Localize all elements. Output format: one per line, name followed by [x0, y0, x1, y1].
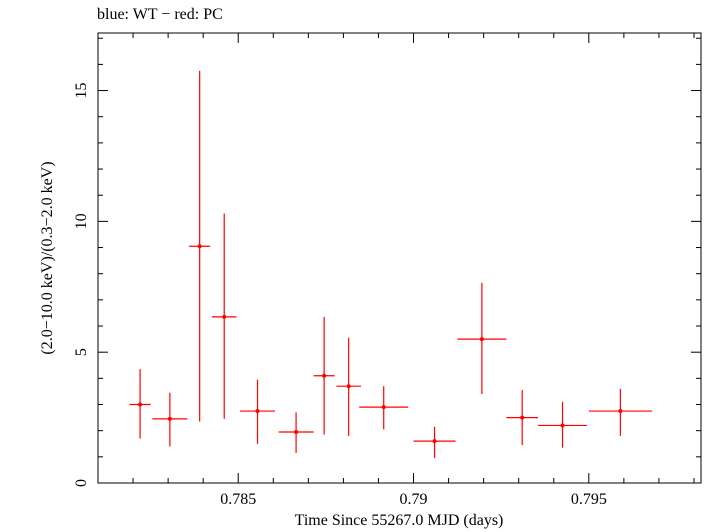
x-tick-label: 0.785 [220, 491, 256, 508]
data-marker [255, 409, 260, 414]
y-axis-label: (2.0−10.0 keV)/(0.3−2.0 keV) [39, 161, 56, 354]
y-tick-label: 10 [73, 213, 90, 229]
x-axis-label: Time Since 55267.0 MJD (days) [295, 512, 504, 529]
data-points [129, 70, 652, 459]
data-point [336, 337, 361, 436]
data-point [413, 426, 456, 459]
axis-ticks [98, 33, 701, 484]
data-marker [197, 244, 202, 249]
y-tick-label: 5 [73, 348, 90, 356]
data-point [359, 386, 409, 430]
data-marker [346, 384, 351, 389]
data-point [211, 213, 237, 419]
x-tick-label: 0.79 [400, 491, 428, 508]
y-tick-label: 15 [73, 83, 90, 99]
data-point [189, 70, 211, 422]
data-marker [432, 439, 437, 444]
data-marker [618, 409, 623, 414]
data-marker [520, 415, 525, 420]
data-marker [294, 429, 299, 434]
data-marker [167, 416, 172, 421]
y-tick-label: 0 [73, 479, 90, 487]
data-marker [479, 337, 484, 342]
data-point [152, 392, 188, 447]
data-marker [560, 423, 565, 428]
data-marker [138, 402, 143, 407]
data-point [537, 401, 588, 448]
chart-title: blue: WT − red: PC [97, 6, 223, 23]
data-marker [322, 373, 327, 378]
axis-tick-labels: 0.785 0.79 0.795 0 5 10 15 [73, 83, 607, 508]
data-point [457, 282, 507, 395]
data-point [239, 379, 276, 444]
x-tick-label: 0.795 [571, 491, 607, 508]
data-point [129, 369, 151, 439]
data-point [278, 412, 314, 453]
plot-frame [97, 32, 702, 484]
data-point [313, 316, 335, 435]
data-point [506, 390, 538, 446]
data-marker [381, 405, 386, 410]
data-marker [222, 314, 227, 319]
data-point [588, 388, 652, 436]
